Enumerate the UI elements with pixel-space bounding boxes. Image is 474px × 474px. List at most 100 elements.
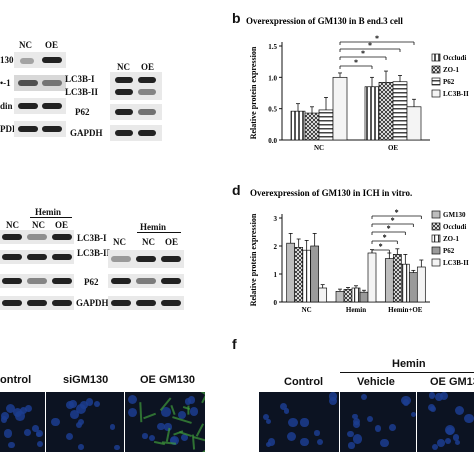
bar (286, 242, 296, 303)
nucleus (66, 433, 74, 441)
blot-c-strip-3 (0, 274, 74, 288)
nucleus (24, 429, 32, 436)
blot-c-hemin-line (30, 217, 72, 218)
stain (170, 404, 177, 415)
nucleus (157, 422, 165, 431)
nucleus (177, 411, 186, 420)
blot-a2-lane-oe: OE (141, 62, 155, 72)
legend-label: ZO-1 (443, 66, 459, 74)
blot-a2-label-2: LC3B-II (65, 87, 99, 97)
bar (290, 110, 306, 141)
micro-f-image-3 (417, 392, 474, 452)
micro-f-hemin-label: Hemin (392, 358, 426, 370)
blot-c2-lane-1: NC (113, 237, 126, 247)
nucleus (410, 411, 416, 418)
nucleus (367, 415, 374, 423)
blot-c-strip-4 (0, 296, 74, 310)
nucleus (262, 413, 270, 421)
significance-star: * (354, 58, 358, 67)
micro-f-label-1: Control (284, 376, 324, 388)
nucleus (94, 400, 101, 407)
nucleus (429, 405, 436, 412)
stain (139, 401, 143, 422)
nucleus (161, 406, 172, 417)
nucleus (374, 425, 382, 432)
micro-e-image-1 (0, 392, 45, 452)
nucleus (181, 433, 188, 441)
nucleus (436, 438, 445, 447)
nucleus (0, 411, 9, 420)
micro-e-label-1: ontrol (0, 374, 32, 386)
x-tick-label: Hemin+OE (388, 306, 423, 314)
nucleus (78, 443, 84, 450)
x-tick-label: NC (314, 144, 324, 152)
blot-a-label-4: PDH (0, 124, 19, 134)
nucleus (286, 431, 297, 441)
blot-a2-lane-nc: NC (117, 62, 130, 72)
micro-e-image-2 (46, 392, 124, 452)
panel-letter-d: d (232, 182, 241, 198)
x-tick-label: OE (388, 144, 398, 152)
y-tick-label: 1.0 (268, 74, 277, 82)
blot-c-lane-2: NC (32, 220, 45, 230)
blot-c-lane-3: OE (55, 220, 69, 230)
nucleus (348, 442, 355, 449)
blot-c2-lane-2: NC (142, 237, 155, 247)
nucleus (85, 398, 93, 406)
blot-c2-strip-3 (108, 296, 184, 310)
blot-c-label-lc3b2: LC3B-II (77, 248, 111, 258)
nucleus (267, 438, 276, 447)
blot-c2-hemin-line (137, 232, 181, 233)
stain (195, 423, 205, 437)
nucleus (431, 444, 438, 451)
legend-swatch (431, 89, 441, 98)
nucleus (51, 417, 60, 427)
nucleus (35, 432, 41, 438)
nucleus (19, 406, 28, 415)
nucleus (5, 403, 16, 414)
legend-swatch (431, 258, 441, 267)
micro-f-label-3: OE GM13 (430, 376, 474, 388)
bar (392, 81, 408, 141)
significance-star: * (391, 216, 395, 225)
nucleus (188, 396, 196, 404)
stain (193, 436, 205, 443)
panel-letter-f: f (232, 336, 237, 352)
blot-c-strip-2 (0, 250, 74, 264)
legend-swatch (431, 234, 441, 243)
bar (335, 291, 345, 303)
nucleus (36, 441, 43, 448)
blot-c-label-lc3b1: LC3B-I (77, 233, 107, 243)
nucleus (402, 399, 410, 407)
nucleus (280, 402, 288, 410)
bar (378, 81, 394, 141)
blot-c2-hemin-label: Hemin (140, 222, 166, 232)
nucleus (0, 416, 8, 423)
bar (351, 287, 361, 303)
nucleus (265, 441, 272, 448)
micro-f-image-2 (340, 392, 416, 452)
legend-swatch (431, 77, 441, 86)
nucleus (149, 435, 156, 442)
micro-e-image-3 (125, 392, 205, 452)
significance-star: * (361, 49, 365, 58)
y-axis-label: Relative protein expression (249, 46, 258, 139)
stain (142, 412, 156, 419)
nucleus (189, 407, 199, 416)
bar (294, 247, 304, 303)
nucleus (8, 441, 15, 449)
nucleus (164, 423, 172, 431)
bar (406, 106, 422, 141)
nucleus (114, 445, 120, 451)
nucleus (464, 414, 474, 424)
blot-a-label-1: 130 (0, 55, 14, 65)
legend-label: ZO-1 (443, 235, 459, 243)
significance-star: * (395, 208, 399, 217)
nucleus (25, 405, 32, 413)
nucleus (76, 403, 87, 414)
y-tick-label: 1.5 (268, 43, 277, 51)
nucleus (446, 426, 455, 435)
nucleus (445, 437, 452, 444)
nucleus (12, 408, 22, 418)
nucleus (32, 425, 39, 432)
